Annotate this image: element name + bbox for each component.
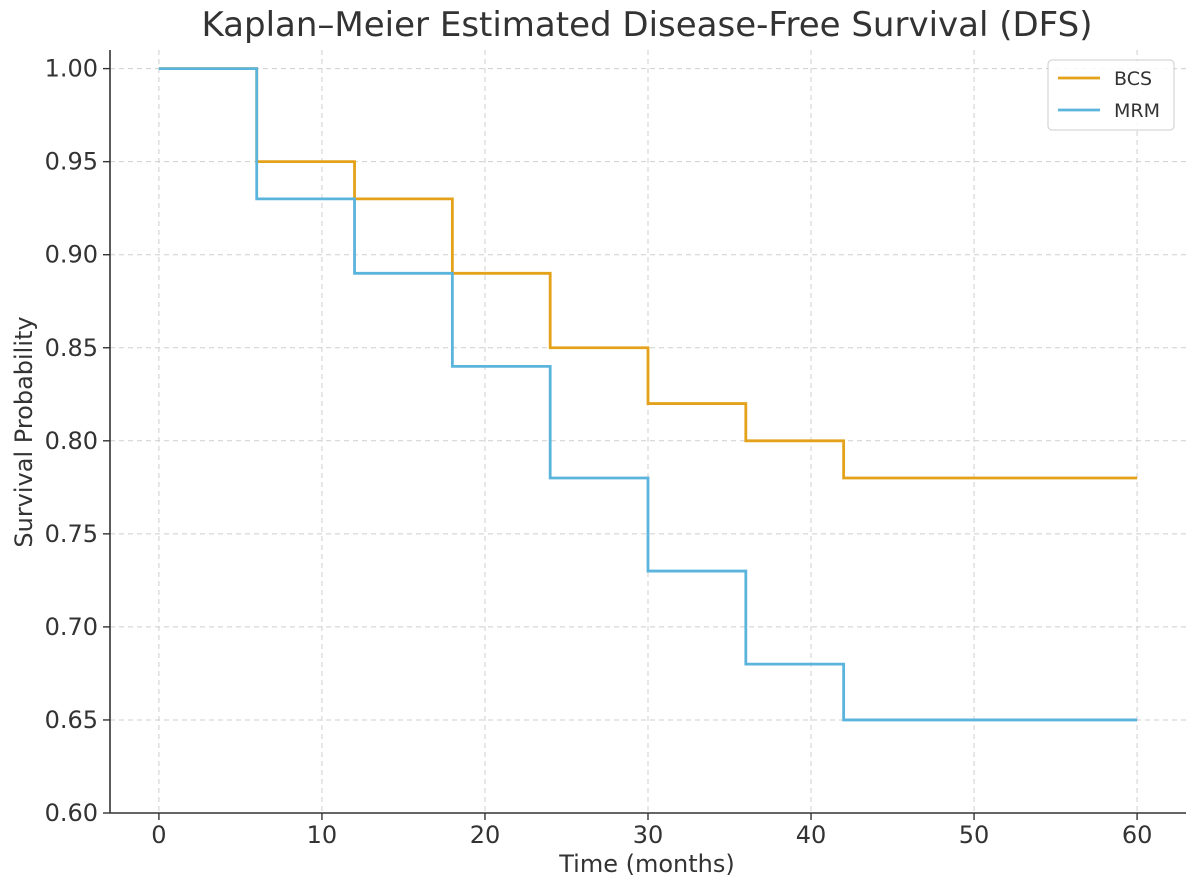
legend: BCS MRM	[1047, 59, 1175, 131]
y-tick-label: 0.65	[45, 706, 98, 734]
x-tick-label: 30	[633, 821, 664, 849]
y-ticks: 0.60 0.65 0.70 0.75 0.80 0.85 0.90 0.95 1.00	[45, 55, 110, 827]
x-axis-label: Time (months)	[558, 850, 735, 878]
y-tick-label: 0.95	[45, 148, 98, 176]
legend-label-bcs: BCS	[1114, 68, 1152, 90]
y-tick-label: 0.75	[45, 520, 98, 548]
y-tick-label: 0.90	[45, 241, 98, 269]
x-ticks: 0 10 20 30 40 50 60	[151, 813, 1152, 849]
x-tick-label: 20	[470, 821, 501, 849]
x-tick-label: 50	[959, 821, 990, 849]
x-tick-label: 10	[307, 821, 338, 849]
grid	[110, 50, 1186, 814]
x-tick-label: 40	[796, 821, 827, 849]
x-tick-label: 0	[151, 821, 166, 849]
y-tick-label: 1.00	[45, 55, 98, 83]
series-line-bcs	[158, 67, 1138, 480]
legend-label-mrm: MRM	[1114, 100, 1160, 122]
series-lines	[158, 67, 1138, 722]
y-tick-label: 0.85	[45, 334, 98, 362]
series-line-mrm	[158, 67, 1138, 722]
x-tick-label: 60	[1122, 821, 1153, 849]
y-tick-label: 0.60	[45, 799, 98, 827]
y-axis-label: Survival Probability	[10, 316, 38, 547]
y-tick-label: 0.70	[45, 613, 98, 641]
chart-title: Kaplan–Meier Estimated Disease-Free Surv…	[201, 5, 1092, 45]
y-tick-label: 0.80	[45, 427, 98, 455]
